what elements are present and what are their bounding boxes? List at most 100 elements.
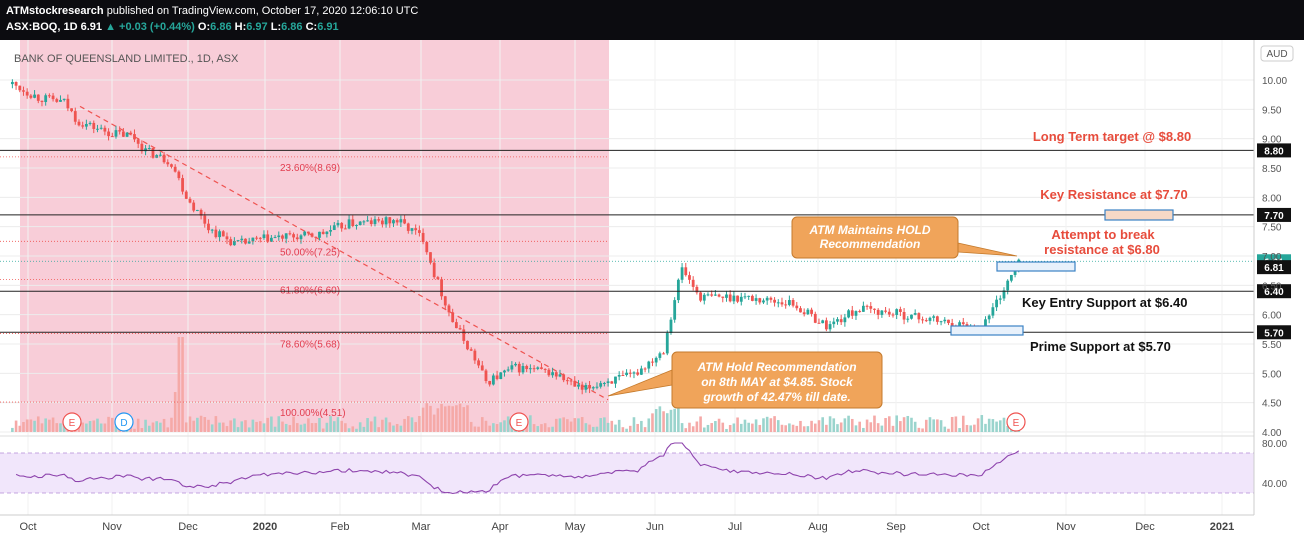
candle	[832, 317, 836, 328]
candle	[780, 297, 784, 307]
downtrend-line	[79, 105, 609, 401]
chart-area[interactable]: 23.60%(8.69)50.00%(7.25)61.80%(6.60)78.6…	[0, 40, 1304, 543]
volume-bar	[480, 417, 484, 432]
volume-bar	[284, 423, 288, 432]
candle	[869, 302, 873, 314]
volume-bar	[203, 417, 207, 432]
callout-box	[791, 216, 959, 259]
candle-body	[1006, 280, 1010, 291]
candle-body	[417, 230, 421, 233]
volume-bar	[728, 424, 732, 432]
candle-body	[14, 81, 18, 86]
candle-body	[347, 219, 351, 229]
candle-body	[928, 317, 932, 321]
close-label: C:	[305, 21, 318, 33]
candle	[647, 360, 651, 373]
volume-bar	[961, 415, 965, 432]
candle	[443, 295, 447, 310]
candle	[469, 347, 473, 352]
candle	[314, 236, 318, 242]
candle-body	[203, 215, 207, 224]
volume-bar	[858, 421, 861, 432]
price-tag-label: 8.80	[1264, 146, 1284, 157]
volume-bar	[714, 421, 717, 432]
candle	[861, 301, 865, 312]
candle-body	[199, 209, 203, 216]
candle	[140, 140, 144, 154]
candle-body	[258, 237, 262, 239]
volume-bar	[244, 420, 247, 432]
candle	[702, 292, 706, 305]
candle-body	[532, 368, 536, 370]
candle-body	[158, 154, 162, 156]
candle-body	[303, 231, 307, 236]
candle	[373, 216, 377, 227]
candle-body	[429, 252, 432, 263]
candle-body	[133, 134, 136, 140]
candle-body	[25, 91, 29, 96]
candle	[606, 378, 610, 387]
candle-body	[651, 361, 654, 363]
open-label: O:	[197, 21, 211, 33]
callout-text: growth of 42.47% till date.	[702, 390, 850, 404]
candle	[284, 233, 288, 244]
volume-bar	[88, 421, 92, 432]
candle-body	[225, 236, 229, 240]
candle-body	[824, 320, 828, 330]
x-tick-label: Aug	[808, 521, 828, 533]
candle-body	[288, 233, 292, 235]
candle-body	[547, 369, 551, 376]
volume-bar	[710, 423, 713, 432]
volume-bar	[640, 420, 643, 432]
x-tick-label: May	[565, 521, 586, 533]
candle	[436, 275, 440, 280]
volume-bar	[902, 417, 906, 432]
volume-bar	[599, 418, 602, 432]
volume-bar	[458, 403, 462, 432]
volume-bar	[936, 419, 939, 432]
volume-bar	[551, 426, 554, 432]
candle	[995, 295, 998, 312]
currency-label: AUD	[1266, 49, 1287, 60]
candle	[14, 81, 18, 90]
candle-body	[136, 139, 140, 144]
candle-body	[218, 231, 221, 238]
candle	[521, 362, 525, 375]
volume-bar	[351, 426, 355, 432]
candle	[262, 230, 266, 240]
candle	[599, 380, 603, 389]
candle	[92, 120, 96, 134]
publisher-name[interactable]: ATMstockresearch	[6, 5, 104, 17]
candle	[725, 290, 728, 302]
x-tick-label: Sep	[886, 521, 906, 533]
candle	[488, 380, 492, 387]
candle-body	[998, 298, 1002, 300]
candle-body	[329, 230, 332, 232]
candle-body	[144, 148, 147, 152]
candle-body	[991, 307, 995, 316]
candle-body	[440, 279, 443, 297]
volume-bar	[399, 425, 403, 432]
candle-body	[388, 217, 392, 224]
volume-bar	[314, 423, 318, 432]
candle-body	[236, 240, 240, 242]
candle	[810, 307, 813, 317]
candle-body	[551, 372, 554, 376]
candle-body	[292, 234, 295, 238]
candle	[791, 298, 795, 308]
volume-bar	[181, 337, 184, 432]
volume-bar	[355, 428, 358, 432]
volume-bar	[795, 425, 799, 432]
candle	[898, 306, 902, 317]
volume-bar	[802, 426, 806, 432]
candle-body	[380, 220, 384, 225]
volume-bar	[799, 420, 802, 432]
volume-bar	[773, 416, 776, 432]
candle	[121, 128, 125, 138]
candle-body	[510, 365, 514, 370]
candle-body	[84, 123, 88, 127]
annotation-text: resistance at $6.80	[1044, 242, 1160, 257]
candle-body	[721, 296, 725, 298]
candle	[506, 366, 510, 372]
candle	[70, 108, 73, 113]
